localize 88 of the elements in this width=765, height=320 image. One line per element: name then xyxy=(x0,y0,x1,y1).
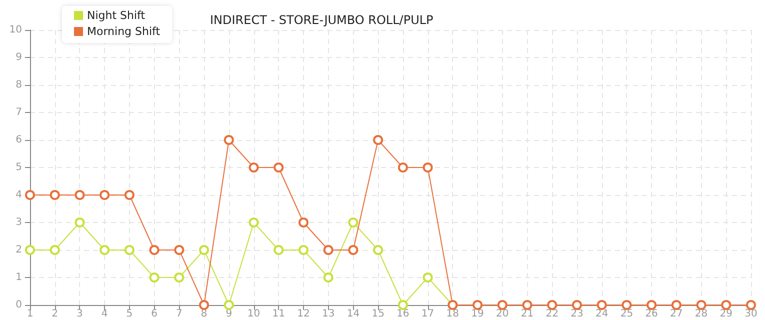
x-tick-label: 28 xyxy=(694,308,708,320)
point xyxy=(422,272,433,282)
x-tick-label: 23 xyxy=(570,308,584,320)
point xyxy=(50,245,60,255)
point xyxy=(224,300,234,310)
x-tick-label: 6 xyxy=(151,308,158,320)
point xyxy=(149,245,160,255)
point xyxy=(646,300,657,310)
point xyxy=(323,272,334,282)
y-tick-label: 3 xyxy=(16,217,22,228)
x-tick-label: 4 xyxy=(101,308,108,320)
point xyxy=(124,245,134,255)
point xyxy=(596,300,607,310)
point xyxy=(25,245,35,255)
point xyxy=(174,245,184,255)
point xyxy=(323,245,334,255)
x-tick-label: 16 xyxy=(396,308,410,320)
x-tick-label: 24 xyxy=(595,308,608,320)
x-tick-label: 21 xyxy=(520,308,534,320)
x-tick-label: 5 xyxy=(126,308,133,320)
legend-label: Morning Shift xyxy=(87,25,161,38)
point xyxy=(721,300,732,310)
point xyxy=(149,272,160,282)
x-tick-label: 29 xyxy=(720,308,733,320)
x-tick-label: 2 xyxy=(52,308,58,320)
y-tick-label: 9 xyxy=(16,52,22,63)
x-tick-label: 12 xyxy=(297,308,310,320)
point xyxy=(671,300,682,310)
x-tick-label: 10 xyxy=(247,308,260,320)
point xyxy=(522,300,532,310)
point xyxy=(572,300,582,310)
x-tick-label: 22 xyxy=(546,308,558,320)
point xyxy=(373,245,384,255)
point xyxy=(497,300,508,310)
x-tick-label: 15 xyxy=(372,308,384,320)
point xyxy=(696,300,706,310)
point xyxy=(74,190,85,200)
x-tick-label: 25 xyxy=(620,308,634,320)
y-tick-label: 7 xyxy=(16,107,22,118)
x-tick-label: 13 xyxy=(322,308,335,320)
point xyxy=(422,162,433,172)
point xyxy=(348,218,358,228)
x-tick-label: 1 xyxy=(26,308,34,320)
x-tick-label: 20 xyxy=(496,308,509,320)
point xyxy=(398,162,408,172)
legend-label: Night Shift xyxy=(87,9,146,22)
point xyxy=(373,135,384,145)
point xyxy=(298,245,308,255)
point xyxy=(547,300,558,310)
point xyxy=(622,300,632,310)
x-tick-label: 19 xyxy=(471,308,484,320)
y-tick-label: 1 xyxy=(16,272,22,283)
x-tick-label: 7 xyxy=(176,308,182,320)
x-tick-label: 27 xyxy=(670,308,683,320)
y-tick-label: 5 xyxy=(16,162,22,173)
point xyxy=(398,300,408,310)
y-tick-label: 0 xyxy=(16,300,22,310)
point xyxy=(274,162,284,172)
point xyxy=(74,218,85,228)
x-tick-label: 14 xyxy=(346,308,360,320)
point xyxy=(298,218,308,228)
point xyxy=(25,190,35,200)
y-tick-label: 6 xyxy=(16,134,22,146)
point xyxy=(348,245,358,255)
y-tick-label: 4 xyxy=(16,190,22,200)
x-tick-label: 26 xyxy=(645,308,658,320)
point xyxy=(124,190,134,200)
x-tick-label: 17 xyxy=(421,308,434,320)
point xyxy=(472,300,483,310)
point xyxy=(274,245,284,255)
point xyxy=(100,245,110,255)
point xyxy=(50,190,60,200)
point xyxy=(224,135,234,145)
x-tick-label: 3 xyxy=(76,308,83,320)
point xyxy=(174,272,184,282)
x-tick-label: 30 xyxy=(744,308,758,320)
chart-title: INDIRECT - STORE-JUMBO ROLL/PULP xyxy=(210,13,434,27)
point xyxy=(100,190,110,200)
x-tick-label: 18 xyxy=(446,308,460,320)
point xyxy=(199,245,210,255)
y-tick-label: 2 xyxy=(16,244,22,256)
y-tick-label: 8 xyxy=(16,80,22,90)
point xyxy=(248,162,259,172)
point xyxy=(746,300,756,310)
x-tick-label: 11 xyxy=(272,308,285,320)
y-tick-label: 10 xyxy=(9,24,22,36)
point xyxy=(199,300,210,310)
point xyxy=(248,218,259,228)
